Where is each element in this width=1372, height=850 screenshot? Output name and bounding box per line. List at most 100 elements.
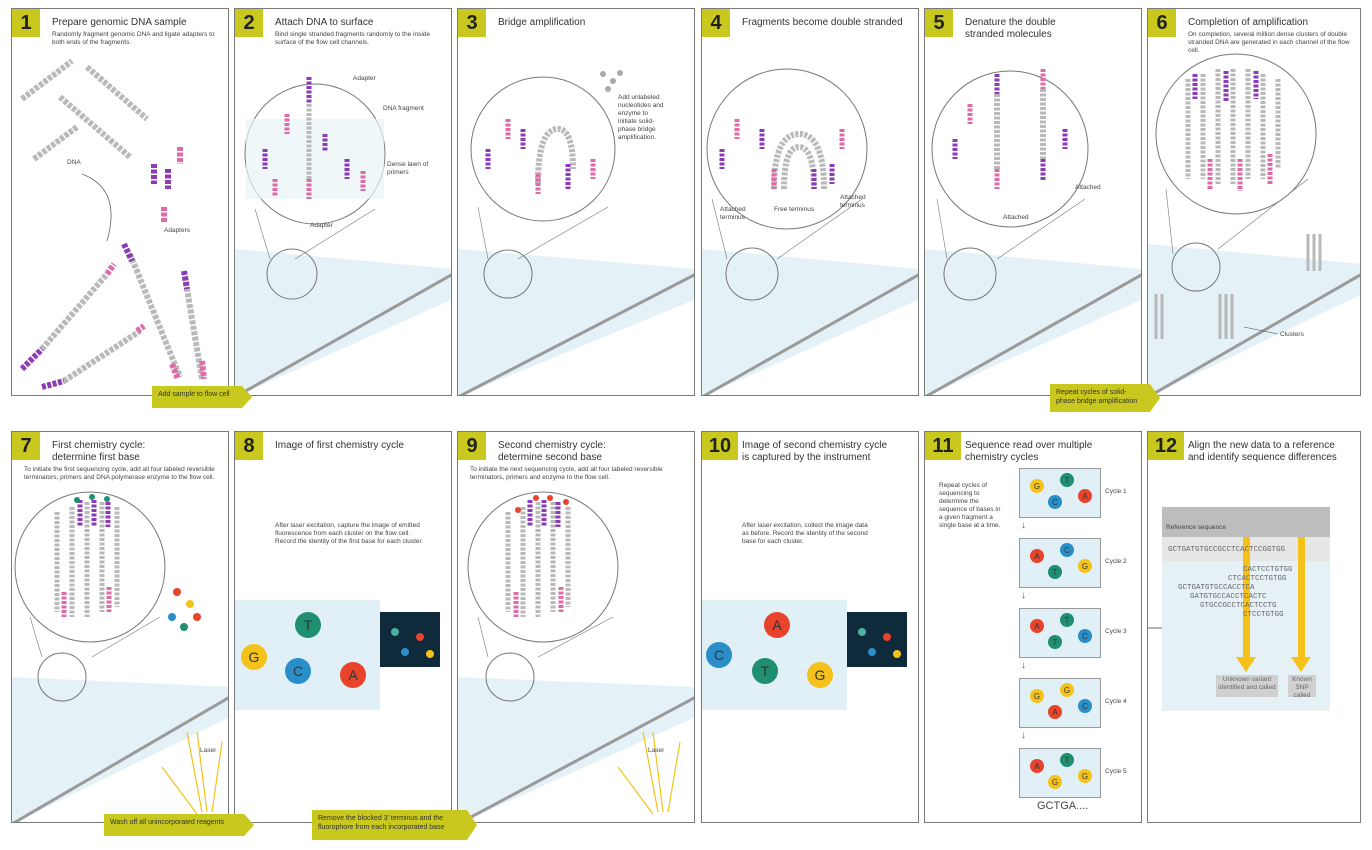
first-chemistry-illustration <box>12 491 228 822</box>
panel-title: Bridge amplification <box>498 17 586 28</box>
step-number: 12 <box>1148 432 1184 460</box>
clusters-label: Clusters <box>1280 331 1304 338</box>
panel-description: Bind single stranded fragments randomly … <box>275 31 431 46</box>
cycle-label: Cycle 5 <box>1105 768 1127 775</box>
reference-sequence: GCTGATGTGCCGCCTCACTCCGGTGG <box>1168 546 1286 554</box>
panel-title: Sequence read over multiple chemistry cy… <box>965 440 1093 463</box>
tag-repeat-amplification: Repeat cycles of solid-phase bridge ampl… <box>1050 384 1160 412</box>
base-letter: G <box>814 667 826 683</box>
aligned-read: GCTGATGTGCCACCTCA <box>1178 584 1255 592</box>
panel-title: Second chemistry cycle: determine second… <box>498 440 606 463</box>
second-image-illustration <box>702 600 907 710</box>
base-g: G <box>807 662 833 688</box>
step-number: 4 <box>702 9 730 37</box>
down-arrow-icon: ↓ <box>1021 520 1026 531</box>
down-arrow-icon: ↓ <box>1021 660 1026 671</box>
bridge-note-label: Add unlabeled nucleotides and enzyme to … <box>618 94 664 141</box>
panel-title: Completion of amplification <box>1188 17 1309 28</box>
base-dot: A <box>1078 489 1092 503</box>
cycle-label: Cycle 2 <box>1105 558 1127 565</box>
panel-3: 3 Bridge amplification Add unlabeled nuc… <box>457 8 695 396</box>
read-result: GCTGA.... <box>1037 800 1089 812</box>
base-dot: A <box>1030 619 1044 633</box>
base-dot: T <box>1060 473 1074 487</box>
base-letter: T <box>760 663 770 679</box>
step-number: 9 <box>458 432 486 460</box>
panel-title: Fragments become double stranded <box>742 17 903 28</box>
primers-label: Dense lawn of primers <box>387 161 429 176</box>
bridge-illustration <box>458 70 694 395</box>
dna-fragment-label: DNA fragment <box>383 105 424 112</box>
step-number: 11 <box>925 432 961 460</box>
panel-5: 5 Denature the double stranded molecules… <box>924 8 1142 396</box>
laser-label: Laser <box>648 747 665 754</box>
attached-label-right: Attached <box>1075 184 1101 191</box>
panel-title: Image of second chemistry cycle is captu… <box>742 440 888 463</box>
down-arrow-icon: ↓ <box>1021 590 1026 601</box>
panel-10: 10 Image of second chemistry cycle is ca… <box>701 431 919 823</box>
base-g: G <box>241 644 267 670</box>
step-number: 8 <box>235 432 263 460</box>
panel-description: Repeat cycles of sequencing to determine… <box>939 482 1001 529</box>
base-dot: C <box>1048 495 1062 509</box>
panel-title: Prepare genomic DNA sample <box>52 17 187 28</box>
base-dot: A <box>1048 705 1062 719</box>
base-dot: C <box>1078 629 1092 643</box>
base-dot: A <box>1030 759 1044 773</box>
base-dot: T <box>1060 753 1074 767</box>
panel-title: Align the new data to a reference and id… <box>1188 440 1337 463</box>
base-dot: G <box>1030 479 1044 493</box>
base-letter: A <box>772 617 782 633</box>
base-dot: G <box>1078 769 1092 783</box>
second-chemistry-illustration <box>458 491 694 822</box>
cycle-label: Cycle 1 <box>1105 488 1127 495</box>
aligned-read: CACTCCTGTGG <box>1243 566 1293 574</box>
panel-title: Attach DNA to surface <box>275 17 374 28</box>
panel-4: 4 Fragments become double stranded Attac… <box>701 8 919 396</box>
panel-7: 7 First chemistry cycle: determine first… <box>11 431 229 823</box>
base-dot: G <box>1030 689 1044 703</box>
base-dot: C <box>1078 699 1092 713</box>
panel-11: 11 Sequence read over multiple chemistry… <box>924 431 1142 823</box>
panel-description: On completion, several million dense clu… <box>1188 31 1350 54</box>
tag-remove-terminus: Remove the blocked 3' terminus and the f… <box>312 810 477 840</box>
base-dot: T <box>1060 613 1074 627</box>
panel-description: After laser excitation, capture the imag… <box>275 522 424 545</box>
base-c: C <box>285 658 311 684</box>
panel-9: 9 Second chemistry cycle: determine seco… <box>457 431 695 823</box>
aligned-read: CTCCTGTGG <box>1243 611 1284 619</box>
reference-sequence-label: Reference sequence <box>1166 524 1226 531</box>
base-letter: A <box>348 667 358 683</box>
panel-12: 12 Align the new data to a reference and… <box>1147 431 1361 823</box>
tag-wash-off: Wash off all unincorporated reagents <box>104 814 254 836</box>
denature-illustration <box>925 69 1141 395</box>
cycle-label: Cycle 4 <box>1105 698 1127 705</box>
base-dot: G <box>1048 775 1062 789</box>
panel-6: 6 Completion of amplification On complet… <box>1147 8 1361 396</box>
double-strand-illustration <box>702 68 918 395</box>
dna-fragments-illustration <box>19 58 207 390</box>
step-number: 2 <box>235 9 263 37</box>
step-number: 3 <box>458 9 486 37</box>
base-letter: C <box>292 663 304 679</box>
panel-title: Denature the double stranded molecules <box>965 17 1056 40</box>
base-dot: T <box>1048 635 1062 649</box>
panel-8: 8 Image of first chemistry cycle After l… <box>234 431 452 823</box>
free-terminus-label: Free terminus <box>774 206 815 213</box>
step-number: 7 <box>12 432 40 460</box>
base-dot: G <box>1060 683 1074 697</box>
aligned-read: GTGCCGCCTCACTCCTG <box>1200 602 1277 610</box>
base-dot: T <box>1048 565 1062 579</box>
panel-description: Randomly fragment genomic DNA and ligate… <box>52 31 215 46</box>
base-c: C <box>706 642 732 668</box>
aligned-read: GATGTGCCACCTCACTC <box>1190 593 1267 601</box>
attached-terminus-left: Attached terminus <box>720 206 746 221</box>
aligned-read: CTCACTCCTGTGG <box>1228 575 1287 583</box>
known-snp-label: Known SNP called <box>1292 676 1312 699</box>
flow-cell-illustration <box>235 77 451 395</box>
cycle-label: Cycle 3 <box>1105 628 1127 635</box>
